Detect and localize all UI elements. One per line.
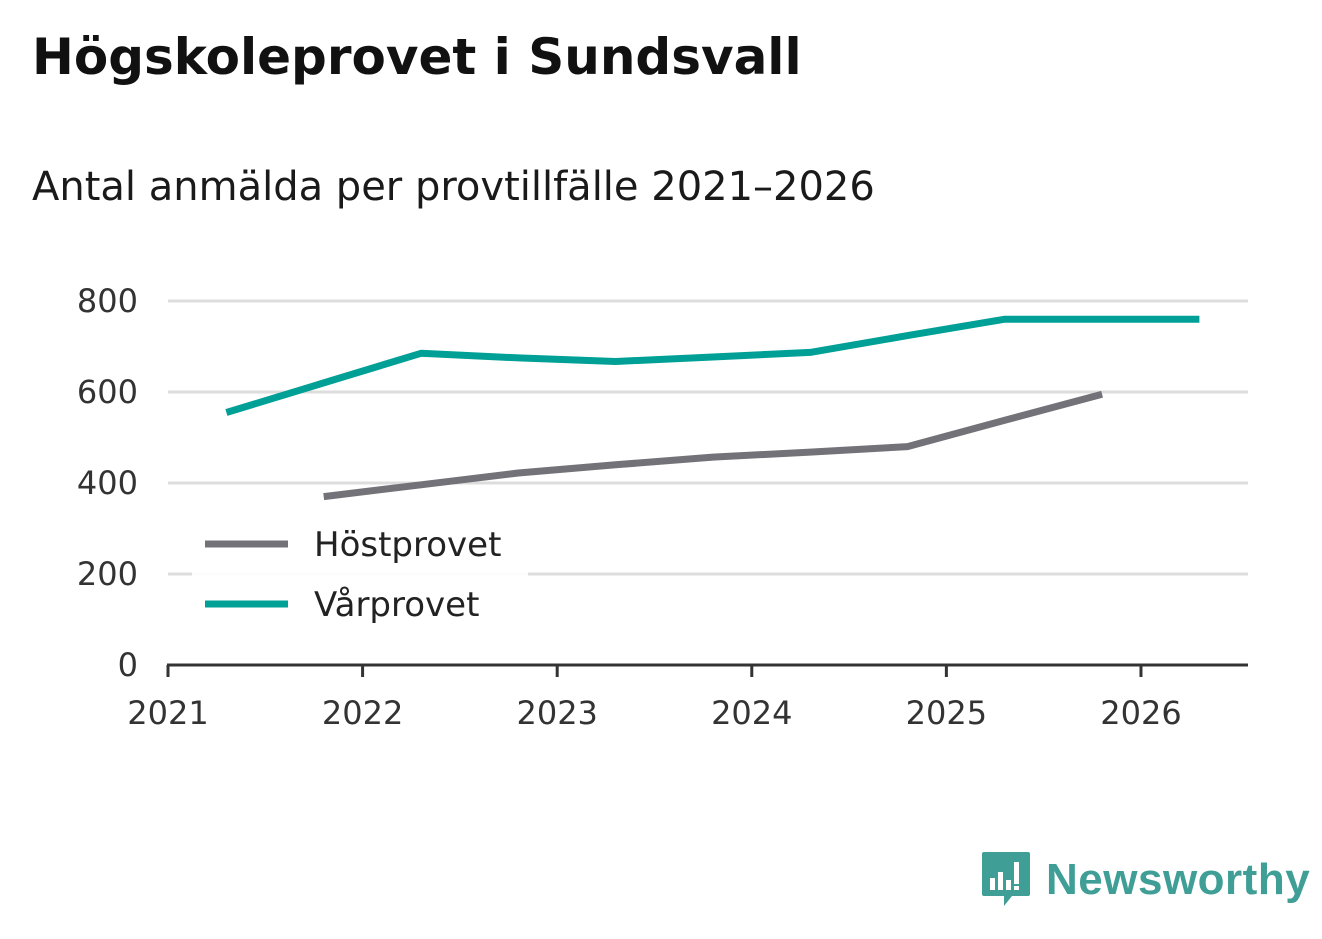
legend: Höstprovet Vårprovet xyxy=(192,520,528,638)
x-axis: 2021 2022 2023 2024 2025 2026 xyxy=(127,663,1248,732)
x-tick-label: 2021 xyxy=(127,694,208,732)
x-tick-label: 2025 xyxy=(906,694,987,732)
legend-label: Vårprovet xyxy=(314,585,479,625)
legend-background xyxy=(192,520,528,638)
series-lines xyxy=(225,315,1200,501)
series-line-varprovet xyxy=(225,315,1200,416)
series-line-hostprovet xyxy=(323,390,1104,501)
y-tick-label: 200 xyxy=(77,555,138,593)
y-tick-label: 0 xyxy=(118,646,138,684)
x-tick-label: 2024 xyxy=(711,694,792,732)
x-tick-label: 2026 xyxy=(1100,694,1181,732)
y-tick-label: 600 xyxy=(77,373,138,411)
y-axis-ticks: 0 200 400 600 800 xyxy=(77,282,138,684)
x-tick-label: 2022 xyxy=(322,694,403,732)
x-tick-label: 2023 xyxy=(516,694,597,732)
legend-label: Höstprovet xyxy=(314,525,501,565)
brand-name: Newsworthy xyxy=(1046,855,1311,904)
chart-subtitle: Antal anmälda per provtillfälle 2021–202… xyxy=(32,164,875,210)
newsworthy-logo: Newsworthy xyxy=(980,850,1310,910)
y-tick-label: 400 xyxy=(77,464,138,502)
newsworthy-logo-icon xyxy=(982,852,1030,906)
y-tick-label: 800 xyxy=(77,282,138,320)
chart-title: Högskoleprovet i Sundsvall xyxy=(32,28,802,86)
